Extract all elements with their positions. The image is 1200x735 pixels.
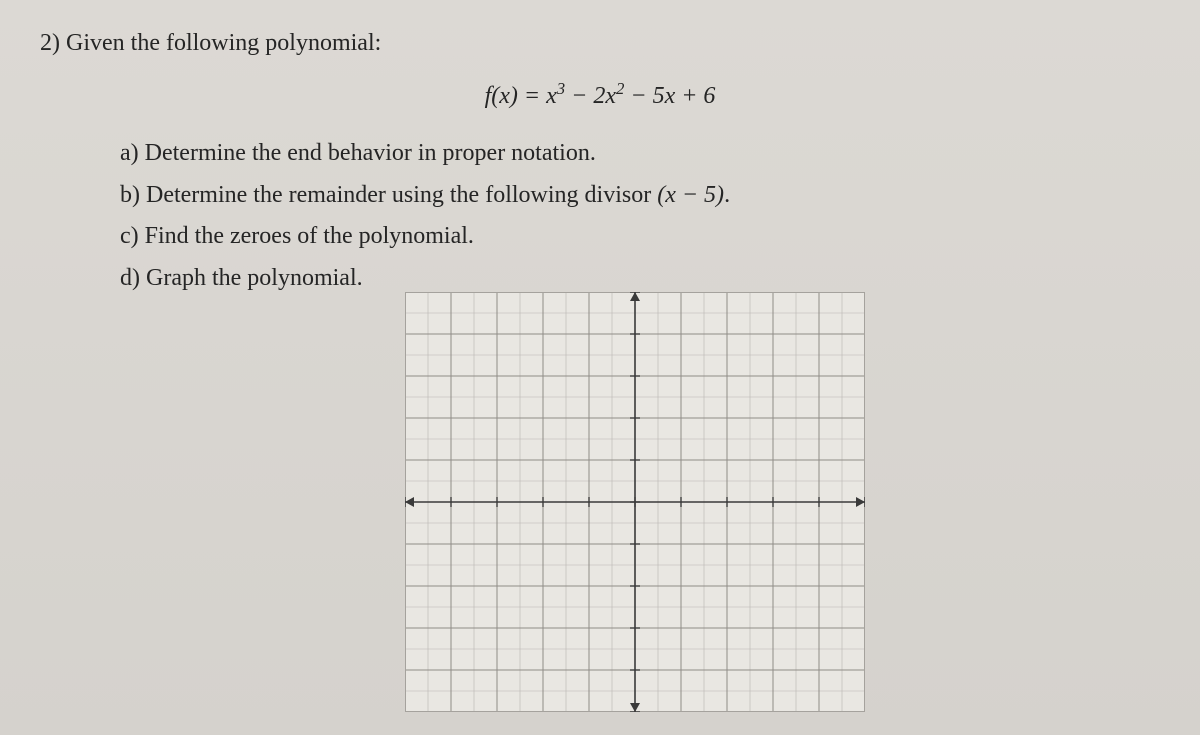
formula-lhs: f(x) xyxy=(485,83,518,109)
question-parts: a) Determine the end behavior in proper … xyxy=(120,134,1160,298)
term-tail: − 5x + 6 xyxy=(624,83,715,109)
part-b-text-before: Determine the remainder using the follow… xyxy=(146,182,657,208)
graph-grid xyxy=(405,292,865,712)
part-d-label: d) xyxy=(120,265,140,291)
formula-rhs: x3 − 2x2 − 5x + 6 xyxy=(546,83,715,109)
part-b-label: b) xyxy=(120,182,140,208)
part-c-label: c) xyxy=(120,223,139,249)
part-a-text: Determine the end behavior in proper not… xyxy=(145,140,596,166)
worksheet-page: 2) Given the following polynomial: f(x) … xyxy=(0,0,1200,735)
part-a-label: a) xyxy=(120,140,139,166)
part-b-divisor: (x − 5) xyxy=(657,182,724,208)
part-c-text: Find the zeroes of the polynomial. xyxy=(145,223,474,249)
formula-equals: = xyxy=(524,83,546,109)
part-a: a) Determine the end behavior in proper … xyxy=(120,134,1160,174)
question-number: 2) xyxy=(40,30,60,56)
part-c: c) Find the zeroes of the polynomial. xyxy=(120,217,1160,257)
polynomial-formula: f(x) = x3 − 2x2 − 5x + 6 xyxy=(40,79,1160,110)
question-stem-text: Given the following polynomial: xyxy=(66,30,381,56)
part-b: b) Determine the remainder using the fol… xyxy=(120,176,1160,216)
part-d-text: Graph the polynomial. xyxy=(146,265,363,291)
question-stem: 2) Given the following polynomial: xyxy=(40,30,1160,57)
graph-grid-container xyxy=(405,292,865,712)
term-2x: − 2x xyxy=(565,83,616,109)
exp-3: 3 xyxy=(557,79,565,98)
term-x: x xyxy=(546,83,557,109)
part-b-text-after: . xyxy=(724,182,730,208)
